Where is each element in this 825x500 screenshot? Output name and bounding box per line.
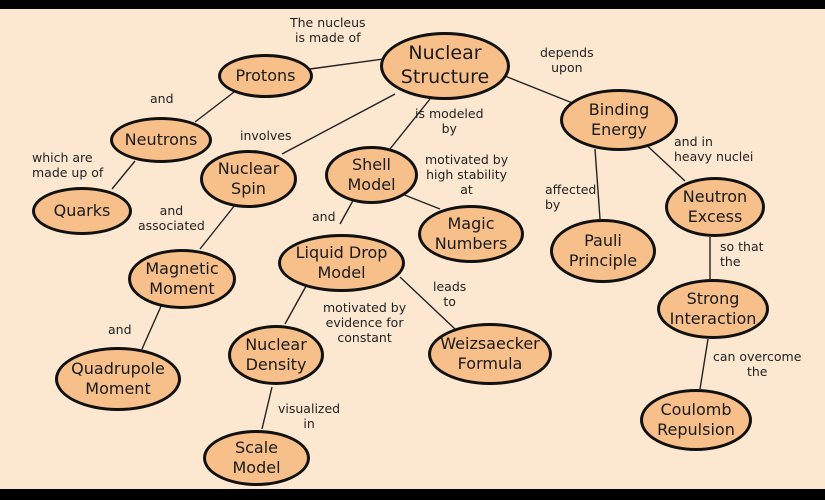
node-neutron-excess: Neutron Excess [665,177,765,237]
node-scale-model: Scale Model [203,430,310,486]
diagram-canvas: Nuclear Structure Protons Neutrons Quark… [0,9,825,489]
link-density-scale [261,386,273,430]
link-structure-binding [499,73,576,105]
node-nuclear-structure: Nuclear Structure [380,32,510,100]
node-neutrons: Neutrons [110,117,212,163]
label-which-are-made-up-of: which are made up of [32,150,104,180]
label-and-quadrupole: and [108,322,132,337]
label-and-associated: and associated [138,203,205,233]
node-quadrupole-moment: Quadrupole Moment [55,347,181,411]
label-depends-upon: depends upon [540,45,594,75]
node-coulomb-repulsion: Coulomb Repulsion [640,389,752,451]
link-drop-weizsaecker [399,276,456,330]
node-magnetic-moment: Magnetic Moment [128,249,236,309]
label-visualized-in: visualized in [278,401,341,431]
label-and-protons-neutrons: and [150,91,174,106]
node-quarks: Quarks [32,187,132,235]
label-motivated-by-evidence: motivated by evidence for constant [323,300,407,345]
label-motivated-by-stability: motivated by high stability at [425,152,509,197]
node-weizsaecker-formula: Weizsaecker Formula [428,323,552,385]
link-shell-magic [401,193,441,210]
node-nuclear-spin: Nuclear Spin [200,150,297,208]
label-so-that-the: so that the [720,239,764,269]
node-liquid-drop-model: Liquid Drop Model [278,234,405,292]
node-binding-energy: Binding Energy [560,89,678,151]
label-involves: involves [240,128,292,143]
link-neutrons-quarks [111,160,136,190]
label-is-modeled-by: is modeled by [415,106,484,136]
link-binding-pauli [594,148,601,220]
node-nuclear-density: Nuclear Density [228,325,324,385]
connector-lines [111,55,711,430]
node-shell-model: Shell Model [325,146,418,204]
link-moment-quadrupole [141,303,163,350]
label-can-overcome-the: can overcome the [713,349,802,379]
node-strong-interaction: Strong Interaction [657,279,769,339]
link-structure-spin [281,93,396,155]
node-protons: Protons [218,54,313,98]
link-structure-shell [389,98,431,150]
label-leads-to: leads to [433,279,467,309]
label-affected-by: affected by [545,182,597,212]
node-magic-numbers: Magic Numbers [418,205,524,263]
label-and-in-heavy-nuclei: and in heavy nuclei [674,134,754,164]
link-strong-coulomb [699,338,709,390]
link-spin-moment [199,204,236,250]
node-pauli-principle: Pauli Principle [550,219,656,283]
label-nucleus-made-of: The nucleus is made of [290,15,366,45]
label-and-shell-drop: and [312,209,336,224]
link-protons-neutrons [194,88,239,123]
